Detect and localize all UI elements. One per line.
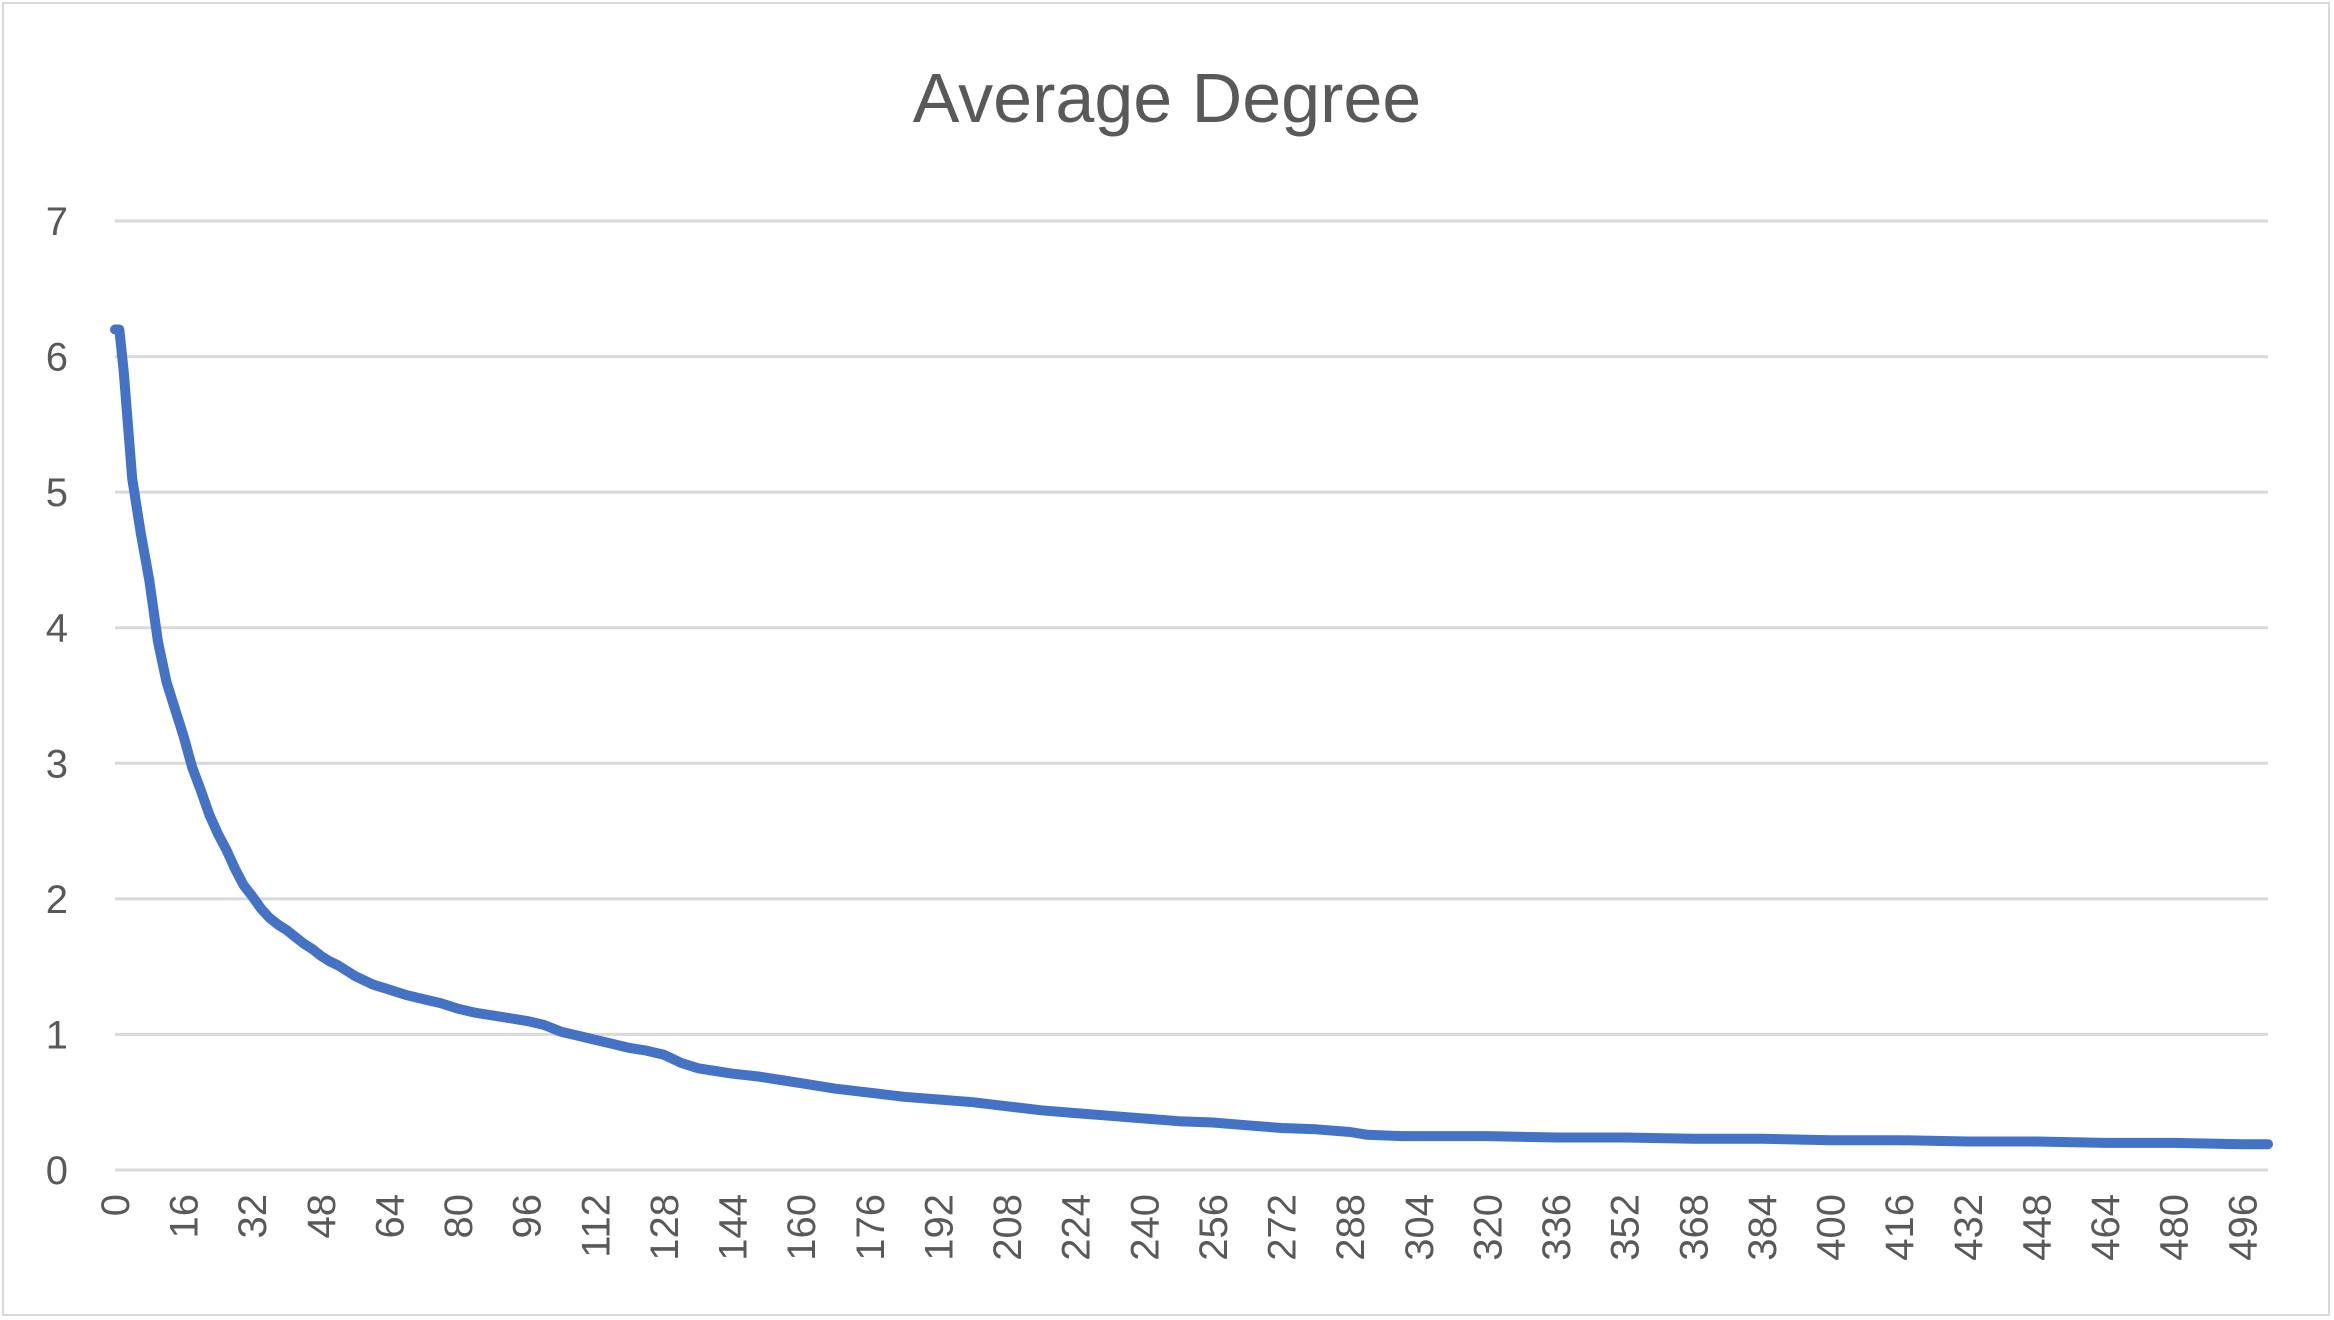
x-tick-label: 176: [849, 1194, 893, 1261]
y-tick-label: 1: [46, 1013, 68, 1057]
x-tick-label: 288: [1329, 1194, 1373, 1261]
x-tick-label: 192: [917, 1194, 961, 1261]
x-tick-label: 16: [163, 1194, 207, 1239]
x-tick-label: 272: [1261, 1194, 1305, 1261]
x-tick-label: 448: [2015, 1194, 2059, 1261]
x-tick-label: 128: [643, 1194, 687, 1261]
y-tick-label: 5: [46, 471, 68, 515]
x-tick-label: 304: [1398, 1194, 1442, 1261]
x-tick-label: 144: [712, 1194, 756, 1261]
y-tick-label: 3: [46, 742, 68, 786]
x-tick-label: 256: [1192, 1194, 1236, 1261]
x-tick-label: 240: [1123, 1194, 1167, 1261]
x-tick-label: 208: [986, 1194, 1030, 1261]
x-tick-label: 224: [1055, 1194, 1099, 1261]
y-tick-label: 0: [46, 1149, 68, 1193]
x-tick-label: 64: [368, 1194, 412, 1239]
x-tick-label: 336: [1535, 1194, 1579, 1261]
x-tick-label: 112: [574, 1194, 618, 1258]
chart-title: Average Degree: [912, 59, 1422, 137]
y-tick-label: 7: [46, 200, 68, 244]
series-line-0: [110, 324, 2273, 1150]
x-tick-label: 400: [1810, 1194, 1854, 1261]
x-tick-label: 432: [1947, 1194, 1991, 1261]
x-tick-label: 32: [231, 1194, 275, 1239]
x-tick-label: 416: [1878, 1194, 1922, 1261]
y-tick-label: 2: [46, 878, 68, 922]
y-tick-label: 4: [46, 607, 68, 651]
y-tick-label: 6: [46, 336, 68, 380]
x-tick-label: 496: [2221, 1194, 2265, 1261]
x-tick-label: 368: [1672, 1194, 1716, 1261]
x-tick-label: 80: [437, 1194, 481, 1239]
x-tick-label: 464: [2084, 1194, 2128, 1261]
x-tick-label: 48: [300, 1194, 344, 1239]
x-tick-label: 352: [1604, 1194, 1648, 1261]
x-tick-label: 96: [506, 1194, 550, 1239]
x-tick-label: 320: [1466, 1194, 1510, 1261]
x-tick-label: 160: [780, 1194, 824, 1261]
x-tick-label: 384: [1741, 1194, 1785, 1261]
x-tick-label: 0: [94, 1194, 138, 1216]
x-tick-label: 480: [2153, 1194, 2197, 1261]
